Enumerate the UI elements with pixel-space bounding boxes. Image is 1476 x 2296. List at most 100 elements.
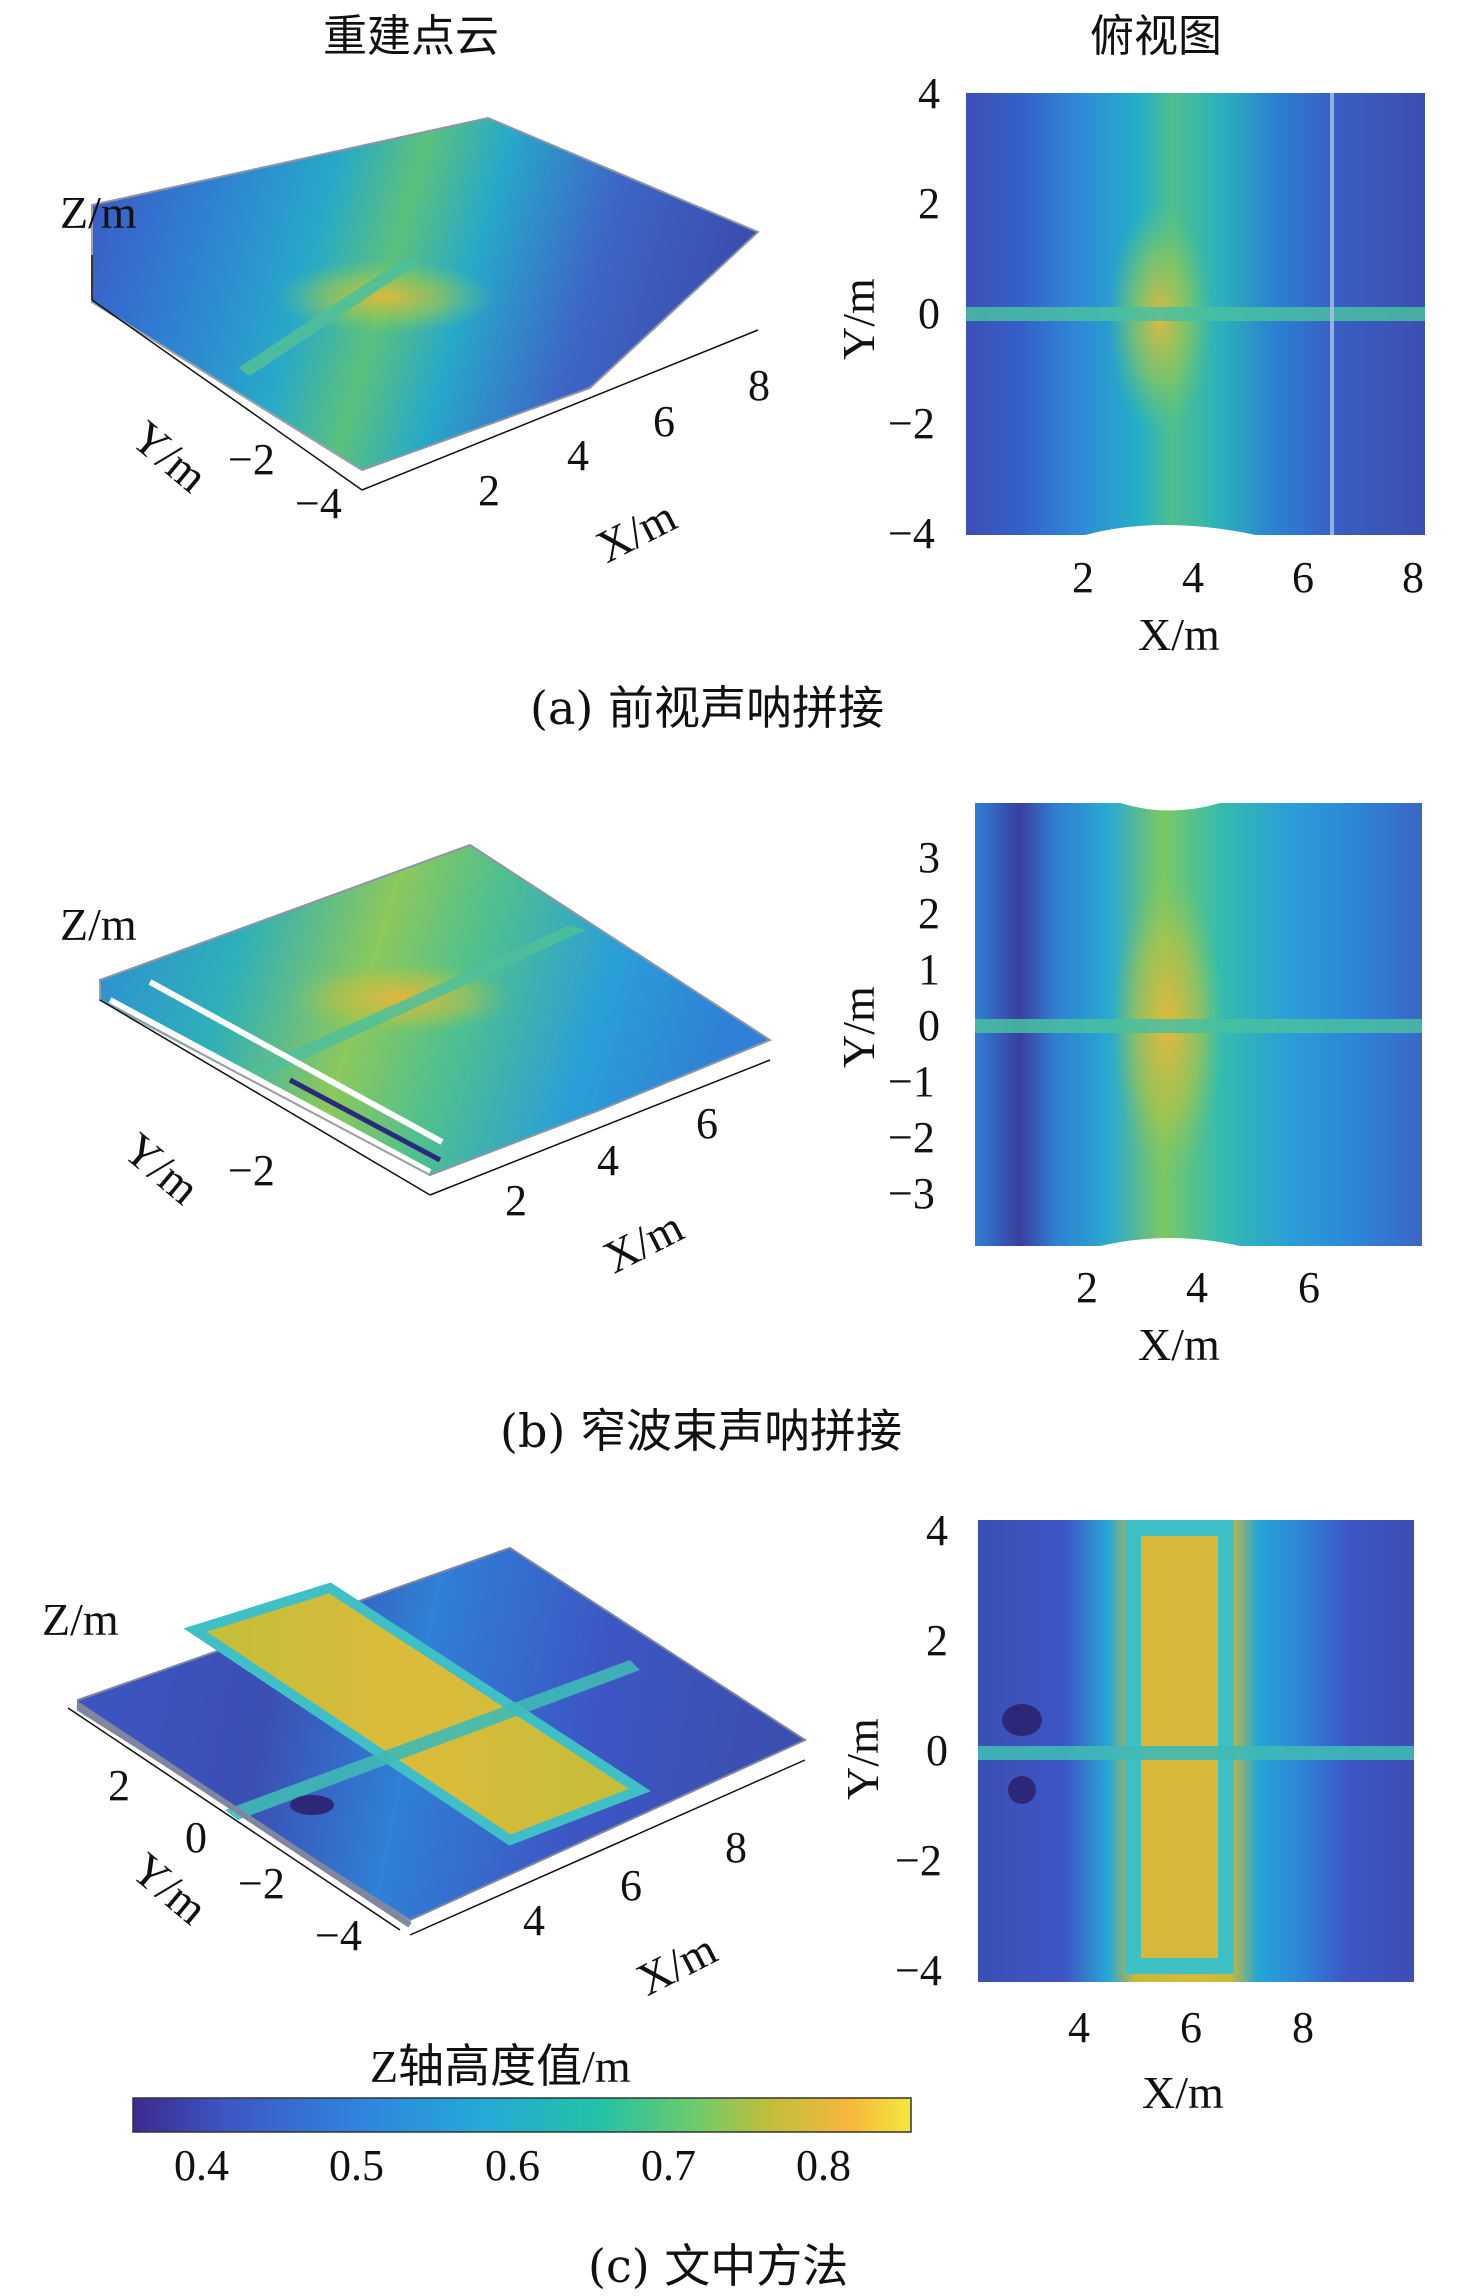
panel-b-3d-gap [108, 997, 432, 1175]
panel-a-3d-ytick: −2 [228, 435, 275, 484]
colorbar: Z轴高度值/m 0.4 0.5 0.6 0.7 0.8 [132, 2041, 912, 2190]
panel-c-top-ytick: 4 [926, 1506, 948, 1555]
panel-b-top-xtick: 2 [1076, 1263, 1098, 1312]
panel-a-top-ytick: 0 [918, 289, 940, 338]
panel-a-top-ytick: 4 [918, 69, 940, 118]
panel-b-top-plot: 3 2 1 0 −1 −2 −3 2 4 6 Y/m X/m [833, 803, 1422, 1370]
panel-c-top-xtick: 8 [1292, 2003, 1314, 2052]
panel-b-3d-xlabel: X/m [595, 1200, 691, 1283]
panel-a-top-xtick: 6 [1292, 553, 1314, 602]
panel-a-top-xlabel: X/m [1138, 609, 1220, 660]
panel-a-top-xticks: 2 4 6 8 [1072, 553, 1424, 602]
caption-c: (c) 文中方法 [588, 2239, 849, 2293]
panel-a-top-xtick: 4 [1182, 553, 1204, 602]
panel-a-y-axis [91, 299, 363, 491]
panel-c-top-xticks: 4 6 8 [1068, 2003, 1314, 2052]
panel-c-y-axis [67, 1707, 401, 1931]
panel-b-top-ytick: 2 [918, 889, 940, 938]
panel-c-top-xlabel: X/m [1142, 2067, 1224, 2118]
panel-a-3d-ytick: −4 [295, 479, 342, 528]
panel-b-top-ytick: −3 [888, 1169, 935, 1218]
panel-a-top-stitch-line [1330, 93, 1334, 535]
panel-c-3d-dark-spot [290, 1795, 334, 1815]
panel-b-y-axis [99, 999, 431, 1196]
panel-c-3d-yticks: 2 0 −2 −4 [108, 1761, 362, 1960]
panel-a-3d-yticks: −2 −4 [228, 435, 342, 528]
panel-b-3d-seam [245, 925, 585, 1080]
panel-c-3d-xticks: 4 6 8 [523, 1823, 747, 1945]
panel-c-x-axis [409, 1759, 806, 1936]
panel-c-3d-xlabel: X/m [629, 1923, 725, 2006]
panel-b-3d-xticks: 2 4 6 [505, 1099, 718, 1225]
panel-a-top-ytick: −2 [888, 399, 935, 448]
panel-c-3d-edge [76, 1702, 412, 1928]
panel-c-top-xtick: 4 [1068, 2003, 1090, 2052]
panel-a-x-axis [361, 329, 759, 491]
panel-c-3d-ytick: −2 [238, 1859, 285, 1908]
panel-c-3d-zlabel: Z/m [42, 1594, 119, 1645]
panel-b-top-seam [975, 1019, 1422, 1033]
colorbar-gradient [132, 2097, 912, 2133]
panel-b-x-axis [429, 1059, 771, 1196]
caption-a: (a) 前视声呐拼接 [530, 681, 884, 735]
panel-b-3d-gaps [108, 979, 444, 1175]
colorbar-tick: 0.5 [329, 2141, 384, 2190]
panel-c-top-dark-spot [1008, 1776, 1036, 1804]
panel-a-top-ytick: −4 [888, 509, 935, 558]
panel-c-top-ytick: −2 [895, 1836, 942, 1885]
panel-b-top-xlabel: X/m [1138, 1319, 1220, 1370]
panel-a-top-seam [966, 307, 1425, 321]
panel-b-top-ytick: 1 [918, 945, 940, 994]
panel-b-top-ytick: 3 [918, 833, 940, 882]
panel-c-3d-ytick: 2 [108, 1761, 130, 1810]
panel-a-3d-xtick: 6 [653, 397, 675, 446]
panel-a-3d-seam [238, 258, 420, 376]
panel-b-3d-ytick: −2 [228, 1146, 275, 1195]
panel-c-3d-plot: 4 6 8 2 0 −2 −4 Z/m Y/m X/m [42, 1546, 808, 2006]
right-column-header: 俯视图 [1090, 11, 1222, 62]
panel-c-top-xtick: 6 [1180, 2003, 1202, 2052]
panel-c-top-ytick: −4 [895, 1946, 942, 1995]
caption-b: (b) 窄波束声呐拼接 [500, 1404, 902, 1458]
panel-b-3d-xtick: 6 [696, 1099, 718, 1148]
panel-b-3d-gap [288, 1077, 442, 1163]
panel-b-3d-zlabel: Z/m [60, 899, 137, 950]
panel-b-top-ytick: −2 [888, 1113, 935, 1162]
colorbar-tick: 0.7 [641, 2141, 696, 2190]
panel-c-top-plot: 4 2 0 −2 −4 4 6 8 Y/m X/m [837, 1506, 1414, 2118]
panel-b-top-ylabel: Y/m [833, 986, 884, 1068]
panel-a-3d-xtick: 2 [478, 466, 500, 515]
panel-a-3d-xtick: 8 [748, 361, 770, 410]
panel-a-top-ytick: 2 [918, 179, 940, 228]
panel-b-3d-xtick: 4 [597, 1136, 619, 1185]
panel-b-top-xtick: 6 [1298, 1263, 1320, 1312]
panel-b-3d-yticks: −2 [228, 1146, 275, 1195]
panel-c-3d-strip [183, 1582, 651, 1846]
panel-b-top-xticks: 2 4 6 [1076, 1263, 1320, 1312]
panel-c-top-ytick: 0 [926, 1726, 948, 1775]
colorbar-tick: 0.4 [174, 2141, 229, 2190]
panel-c-top-ytick: 2 [926, 1616, 948, 1665]
panel-b-top-xtick: 4 [1186, 1263, 1208, 1312]
panel-b-top-yticks: 3 2 1 0 −1 −2 −3 [888, 833, 940, 1218]
panel-a-3d-xtick: 4 [567, 431, 589, 480]
panel-c-top-yticks: 4 2 0 −2 −4 [895, 1506, 948, 1995]
panel-c-3d-ytick: 0 [185, 1813, 207, 1862]
panel-b-3d-gap [148, 979, 444, 1145]
panel-c-3d-seam [225, 1660, 640, 1820]
panel-a-top-xtick: 8 [1402, 553, 1424, 602]
panel-b-3d-edge [99, 985, 431, 1176]
panel-b-3d-xtick: 2 [505, 1176, 527, 1225]
panel-b-3d-ylabel: Y/m [114, 1123, 210, 1215]
panel-a-3d-xlabel: X/m [588, 490, 684, 573]
colorbar-tick: 0.6 [485, 2141, 540, 2190]
panel-c-top-seam [978, 1746, 1414, 1760]
panel-c-3d-xtick: 8 [725, 1823, 747, 1872]
colorbar-ticks: 0.4 0.5 0.6 0.7 0.8 [174, 2141, 851, 2190]
panel-c-top-dark-spot [1002, 1704, 1042, 1736]
panel-c-3d-xtick: 6 [620, 1861, 642, 1910]
panel-a-top-plot: 4 2 0 −2 −4 2 4 6 8 Y/m X/m [833, 69, 1425, 660]
panel-c-3d-ytick: −4 [315, 1911, 362, 1960]
panel-a-top-yticks: 4 2 0 −2 −4 [888, 69, 940, 558]
